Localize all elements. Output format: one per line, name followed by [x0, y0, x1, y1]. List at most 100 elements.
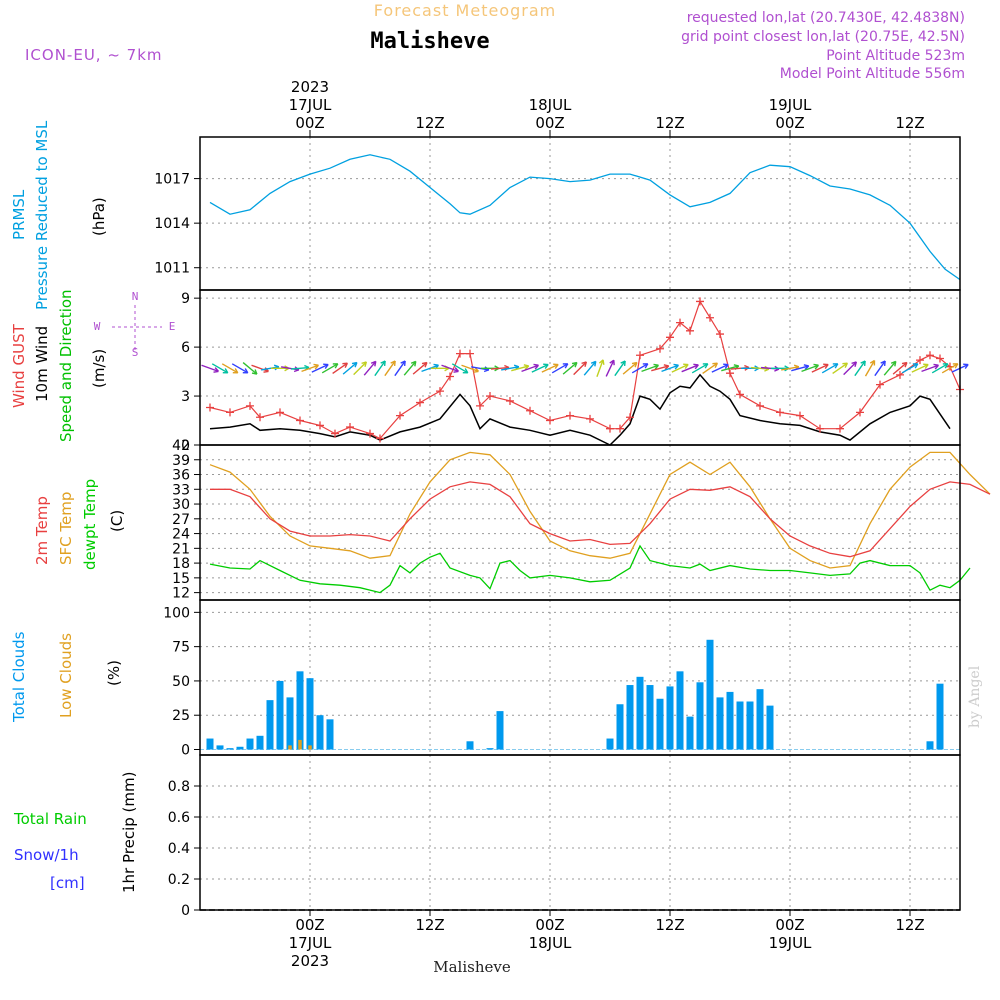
grid-point-coords: grid point closest lon,lat (20.75E, 42.5…	[681, 29, 965, 45]
wind-arrow-head	[963, 363, 969, 369]
pressure-label-long: Pressure Reduced to MSL	[33, 120, 51, 310]
wind-gust-marker	[526, 406, 534, 415]
x-date-label-bottom: 18JUL	[529, 934, 572, 952]
wind-direction-arrow	[864, 360, 876, 377]
wind-direction-arrow	[614, 360, 626, 377]
wind-arrow-head	[370, 360, 377, 367]
wind-gust-marker	[396, 411, 404, 420]
wind-10m-label: 10m Wind	[33, 325, 51, 402]
wind-direction-arrow	[931, 363, 949, 374]
wind-gust-marker	[446, 372, 454, 381]
wind-arrow-head	[642, 363, 649, 369]
wind-gust-marker	[686, 326, 694, 335]
y-tick-label: 30	[172, 497, 190, 513]
total-cloud-bar	[306, 678, 314, 750]
wind-arrow-head	[242, 368, 249, 374]
wind-direction-arrow	[342, 361, 358, 375]
model-altitude: Model Point Altitude 556m	[780, 66, 965, 82]
wind-arrow-head	[813, 363, 819, 370]
wind-direction-arrow	[651, 365, 669, 372]
y-tick-label: 6	[181, 340, 190, 356]
wind-direction-arrow	[631, 363, 649, 374]
wind-arrow-head	[453, 367, 459, 373]
wind-direction-arrow	[403, 360, 417, 376]
wind-arrow-head	[410, 360, 417, 367]
wind-direction-arrow	[471, 366, 489, 371]
wind-arrow-head	[952, 363, 959, 369]
wind-arrow-head	[683, 363, 689, 369]
wind-arrow-head	[213, 367, 219, 373]
footer-location: Malisheve	[433, 958, 511, 976]
wind-gust-marker	[776, 408, 784, 417]
precip-panel-frame	[199, 754, 961, 911]
y-tick-label: 1017	[154, 172, 190, 188]
low-cloud-bar	[308, 745, 312, 750]
wind-gust-marker	[256, 413, 264, 422]
wind-direction-arrow	[750, 366, 770, 370]
total-cloud-bar	[616, 704, 624, 750]
y-tick-label: 25	[172, 708, 190, 724]
wind-gust-marker	[716, 330, 724, 339]
wind-arrow-head	[251, 369, 258, 375]
y-tick-label: 1014	[154, 216, 190, 232]
x-hour-label-top: 00Z	[535, 114, 564, 132]
x-hour-label-top: 00Z	[295, 114, 324, 132]
total-cloud-bar	[736, 701, 744, 750]
total-cloud-bar	[936, 683, 944, 750]
wind-gust-marker	[836, 424, 844, 433]
wind-gust-marker	[316, 421, 324, 430]
wind-arrow-head	[620, 360, 626, 366]
wind-arrow-head	[581, 361, 588, 367]
wind-arrow-head	[313, 363, 319, 370]
total-cloud-bar	[766, 705, 774, 750]
wind-direction-arrow	[583, 360, 597, 376]
temp-panel-frame	[199, 444, 961, 601]
wind-arrow-head	[803, 364, 810, 370]
total-cloud-bar	[656, 698, 664, 750]
wind-direction-arrow	[384, 360, 396, 377]
wind-arrow-head	[851, 361, 858, 367]
wind-direction-arrow	[622, 361, 638, 375]
x-hour-label-bottom: 00Z	[295, 916, 324, 934]
year-label-top: 2023	[291, 78, 329, 96]
wind-direction-arrow	[921, 364, 939, 373]
wind-arrow-head	[232, 368, 239, 374]
total-cloud-bar	[746, 701, 754, 750]
model-label: ICON-EU, ~ 7km	[25, 46, 163, 64]
total-cloud-bar	[676, 671, 684, 750]
wind-arrow-head	[869, 359, 876, 366]
wind-direction-arrow	[821, 363, 839, 374]
total-cloud-bar	[606, 738, 614, 750]
wind-gust-marker	[456, 349, 464, 358]
wind-arrow-head	[631, 361, 638, 368]
wind-direction-arrow	[261, 366, 279, 371]
wind-gust-marker	[676, 318, 684, 327]
total-cloud-bar	[926, 741, 934, 750]
wind-arrow-head	[571, 361, 578, 368]
total-cloud-bar	[236, 746, 244, 750]
wind-direction-arrow	[791, 365, 809, 372]
wind-direction-arrow	[421, 364, 439, 373]
wind-gust-marker	[376, 434, 384, 443]
total-cloud-bar	[276, 680, 284, 750]
wind-direction-arrow	[892, 361, 908, 375]
wind-gust-marker	[416, 398, 424, 407]
wind-dir-label: Speed and Direction	[57, 289, 75, 442]
total-cloud-bar	[726, 691, 734, 750]
y-tick-label: 39	[172, 453, 190, 469]
x-date-label-top: 17JUL	[289, 96, 332, 114]
wind-gust-marker	[666, 333, 674, 342]
y-tick-label: 0	[181, 743, 190, 759]
temp-sfc-label: SFC Temp	[57, 491, 75, 565]
wind-gust-marker	[706, 313, 714, 322]
wind-direction-arrow	[681, 364, 699, 373]
requested-coords: requested lon,lat (20.7430E, 42.4838N)	[687, 10, 965, 26]
total-cloud-bar	[296, 671, 304, 750]
wind-arrow-head	[842, 362, 848, 368]
t2m-line	[210, 481, 991, 558]
point-altitude: Point Altitude 523m	[826, 48, 965, 64]
wind-direction-arrow	[511, 365, 529, 372]
wind-gust-marker	[476, 401, 484, 410]
wind-arrow-head	[543, 363, 549, 369]
wind-gust-marker	[636, 351, 644, 360]
